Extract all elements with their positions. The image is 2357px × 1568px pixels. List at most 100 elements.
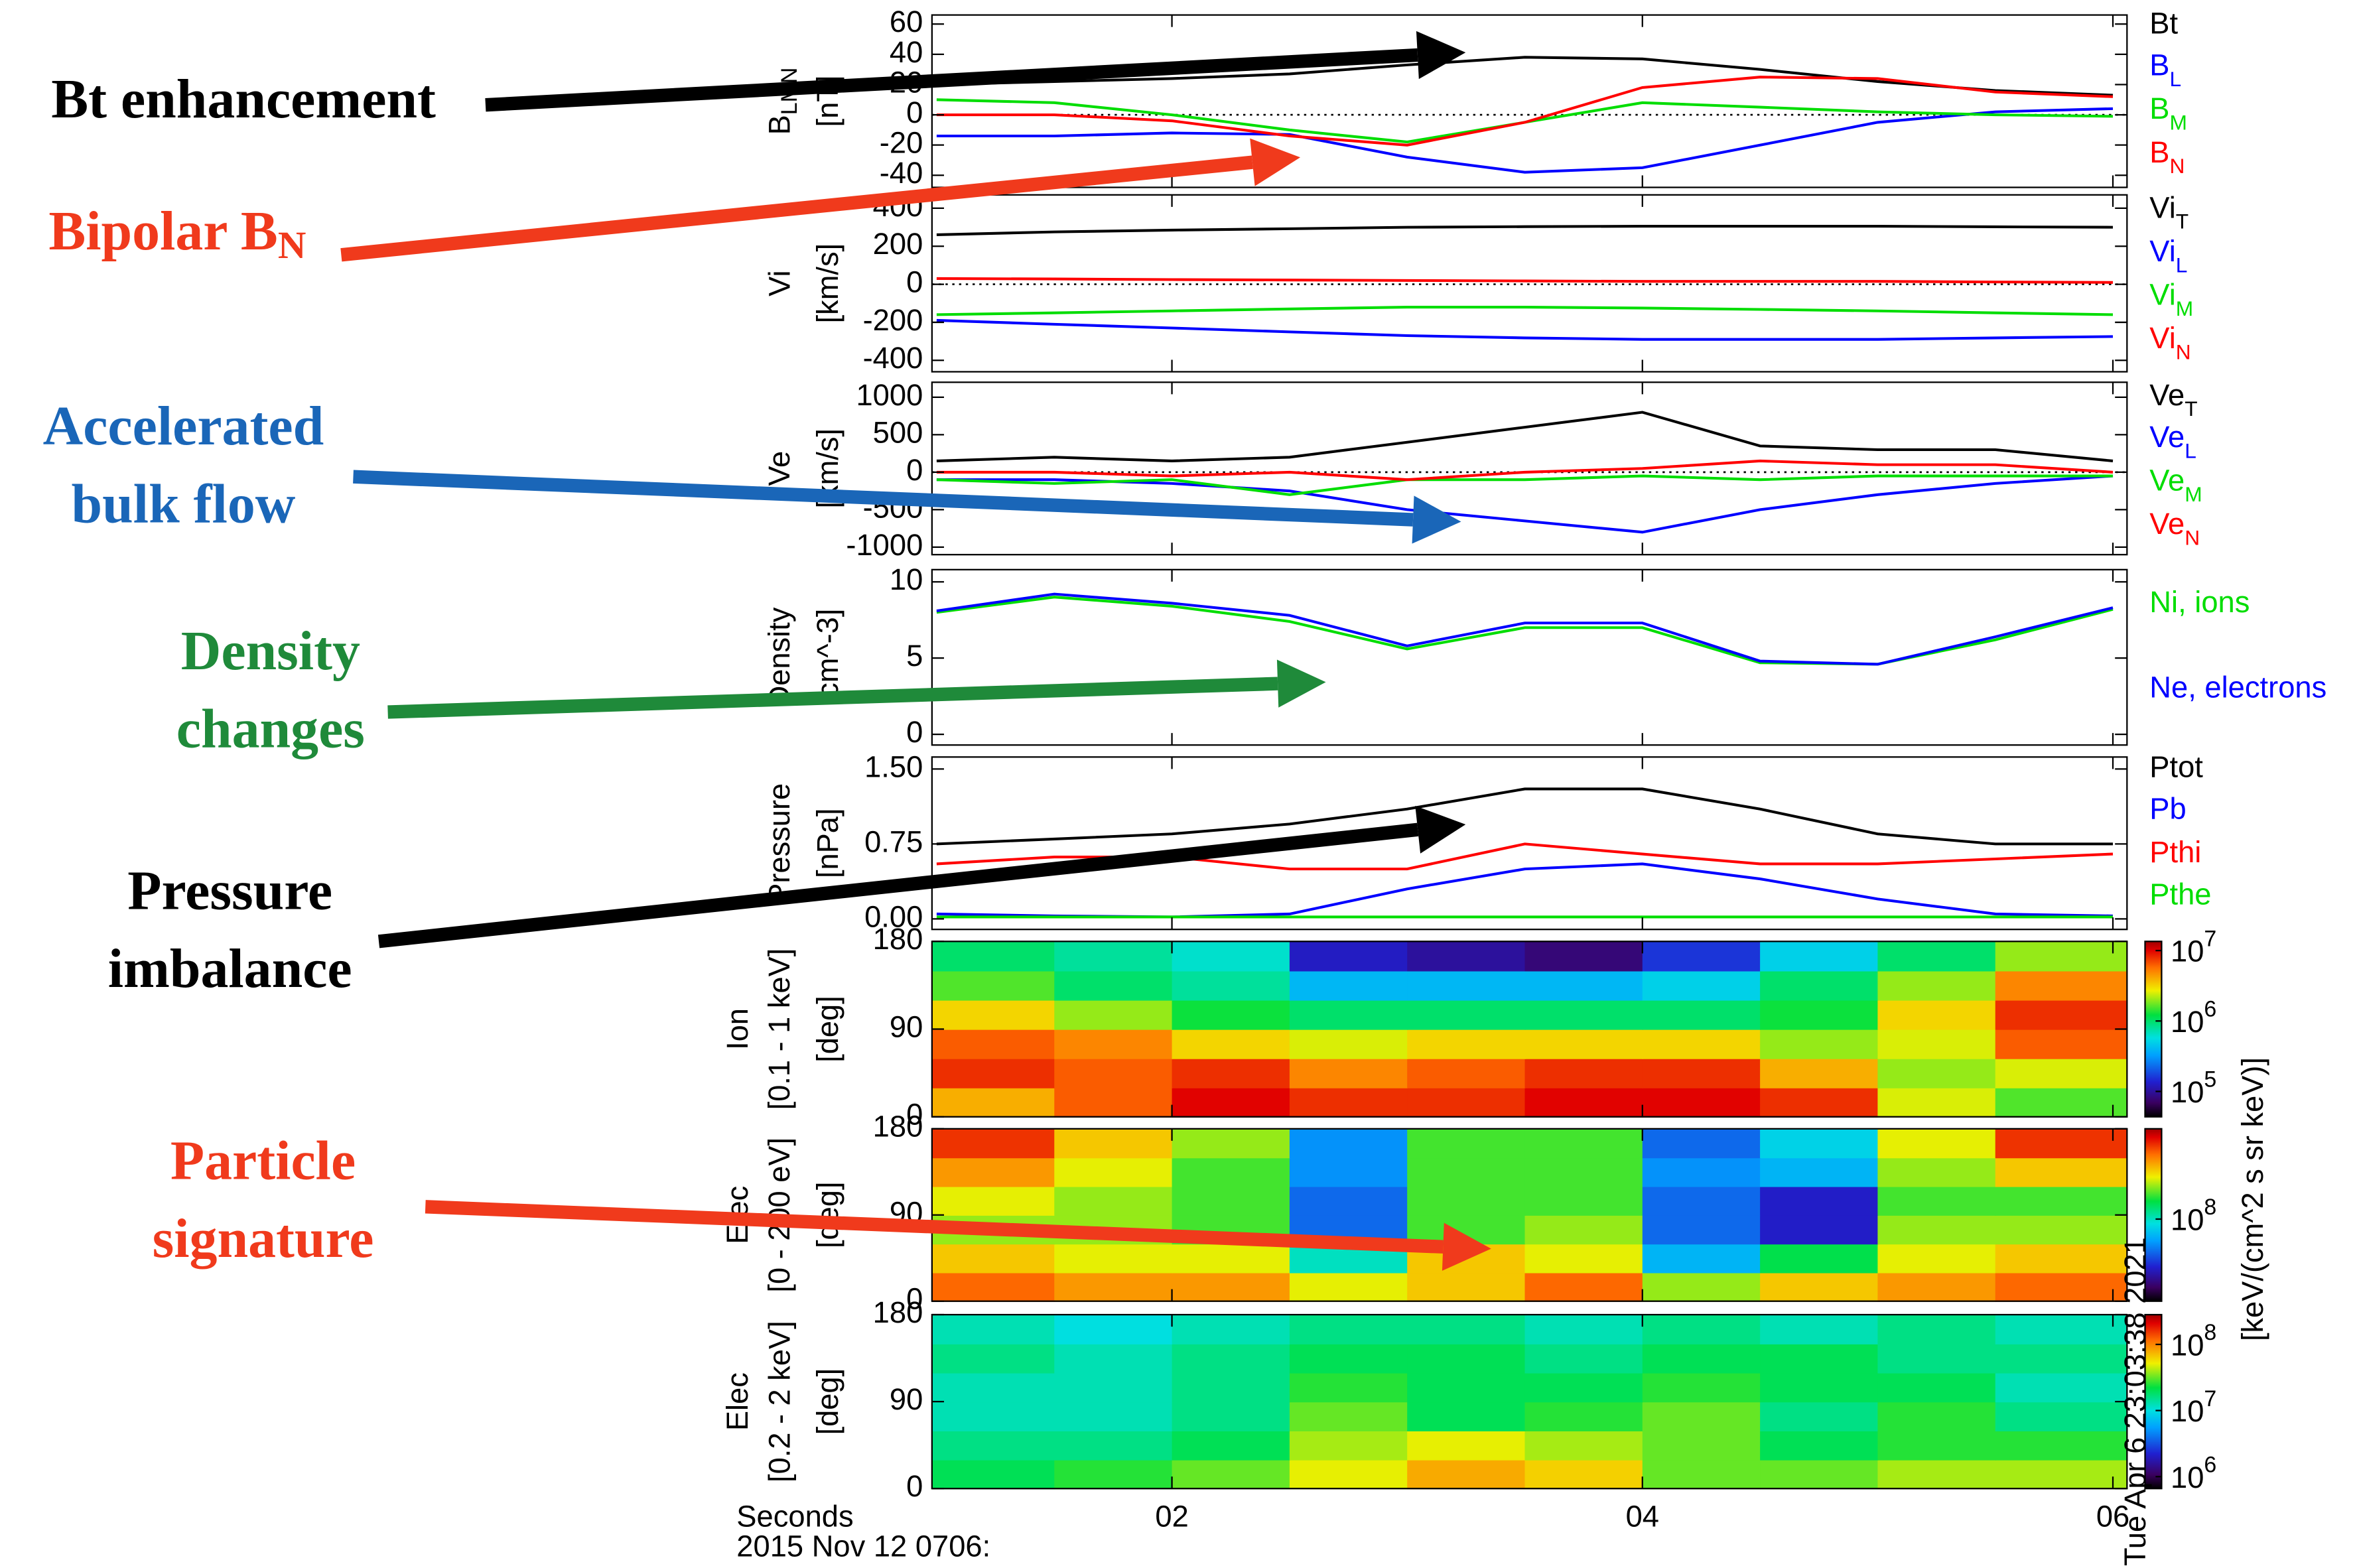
legend-name: Ve bbox=[2149, 420, 2185, 454]
colorbar-tick-label: 108 bbox=[2171, 1195, 2216, 1236]
series-line bbox=[936, 277, 2114, 284]
series-line bbox=[936, 56, 2114, 97]
heatmap-cell bbox=[1995, 1402, 2128, 1431]
annotation-text: imbalance bbox=[108, 938, 352, 1000]
heatmap-cell bbox=[1054, 1058, 1173, 1088]
heatmap-cell bbox=[1172, 1186, 1291, 1216]
heatmap-cell bbox=[1289, 1315, 1408, 1344]
heatmap-cell bbox=[1524, 970, 1643, 1001]
legend-name: B bbox=[2149, 48, 2169, 82]
legend-entry: BL bbox=[2149, 48, 2181, 92]
heatmap-cell bbox=[1995, 941, 2128, 972]
heatmap-cell bbox=[1289, 1157, 1408, 1187]
y-axis-label: [deg] bbox=[811, 1368, 844, 1435]
y-axis-label: [km/s] bbox=[811, 243, 844, 324]
y-axis-label: [cm^-3] bbox=[811, 609, 844, 706]
legend-entry: Pthi bbox=[2149, 835, 2201, 869]
heatmap-cell bbox=[1642, 1402, 1761, 1431]
heatmap-cell bbox=[1995, 1430, 2128, 1461]
heatmap-cell bbox=[931, 1459, 1055, 1490]
y-tick-label: 40 bbox=[890, 35, 923, 69]
legend-entry: BN bbox=[2149, 135, 2185, 178]
heatmap-cell bbox=[1877, 1272, 1996, 1302]
y-tick-label: -1000 bbox=[846, 528, 923, 562]
heatmap-cell bbox=[1172, 1372, 1291, 1403]
y-tick-label: -400 bbox=[863, 341, 923, 375]
heatmap-cell bbox=[1054, 1272, 1173, 1302]
legend-subscript: M bbox=[2176, 296, 2193, 320]
y-axis-label: [0.2 - 2 keV] bbox=[762, 1321, 796, 1482]
heatmap-cell bbox=[1760, 1029, 1879, 1059]
heatmap-cell bbox=[1054, 970, 1173, 1001]
heatmap-cell bbox=[1524, 1272, 1643, 1302]
legend-name: B bbox=[2149, 135, 2169, 169]
heatmap-cell bbox=[1524, 1315, 1643, 1344]
heatmap-cell bbox=[1877, 1000, 1996, 1030]
plot-frame bbox=[931, 568, 2128, 746]
heatmap-cell bbox=[1524, 941, 1643, 972]
legend-subscript: M bbox=[2185, 482, 2202, 506]
heatmap-cell bbox=[1642, 1128, 1761, 1159]
y-axis-label: [deg] bbox=[811, 1181, 844, 1248]
heatmap-cell bbox=[1054, 1430, 1173, 1461]
y-tick-label: 0 bbox=[906, 453, 923, 487]
arrow-shaft bbox=[340, 155, 1253, 262]
legend-entry: VeN bbox=[2149, 507, 2200, 550]
series-line bbox=[936, 596, 2114, 666]
heatmap-cell bbox=[931, 1186, 1055, 1216]
heatmap-cell bbox=[1407, 1029, 1526, 1059]
heatmap-cell bbox=[1172, 1058, 1291, 1088]
colorbar-tick-exponent: 8 bbox=[2204, 1195, 2216, 1220]
heatmap-cell bbox=[1289, 1272, 1408, 1302]
arrow-head bbox=[1276, 659, 1326, 708]
heatmap-cell bbox=[1524, 1343, 1643, 1374]
colorbar-tick-label: 107 bbox=[2171, 1386, 2216, 1428]
annotation-text: bulk flow bbox=[72, 474, 296, 535]
heatmap-cell bbox=[1289, 1343, 1408, 1374]
heatmap-cell bbox=[1877, 1186, 1996, 1216]
plot-frame bbox=[931, 194, 2128, 373]
heatmap-cell bbox=[1760, 1186, 1879, 1216]
y-axis-label: Pressure bbox=[762, 783, 796, 903]
arrow-shaft bbox=[485, 48, 1418, 112]
annotation: changes bbox=[176, 698, 365, 760]
y-axis-label: [deg] bbox=[811, 996, 844, 1063]
heatmap-cell bbox=[1054, 1000, 1173, 1030]
legend-name: Vi bbox=[2149, 277, 2175, 311]
heatmap-cell bbox=[1289, 1058, 1408, 1088]
heatmap-cell bbox=[1172, 1459, 1291, 1490]
legend-name: Ptot bbox=[2149, 750, 2203, 783]
legend-subscript: N bbox=[2185, 526, 2200, 550]
legend-entry: VeM bbox=[2149, 464, 2202, 507]
heatmap-cell bbox=[1289, 1372, 1408, 1403]
heatmap-cell bbox=[1172, 1315, 1291, 1344]
y-tick-label: 0 bbox=[906, 1098, 923, 1132]
annotation: signature bbox=[153, 1208, 374, 1270]
heatmap-cell bbox=[1877, 1372, 1996, 1403]
heatmap-cell bbox=[1172, 1343, 1291, 1374]
heatmap-cell bbox=[1407, 1186, 1526, 1216]
heatmap-cell bbox=[1407, 1430, 1526, 1461]
legend-entry: Ne, electrons bbox=[2149, 671, 2326, 704]
y-tick-label: 0 bbox=[906, 1469, 923, 1503]
heatmap-cell bbox=[1407, 941, 1526, 972]
heatmap-cell bbox=[1289, 1087, 1408, 1118]
colorbar-tick-label: 106 bbox=[2171, 996, 2216, 1038]
arrow-head bbox=[1442, 1222, 1491, 1271]
heatmap-cell bbox=[931, 1000, 1055, 1030]
heatmap-cell bbox=[1407, 1058, 1526, 1088]
y-tick-label: 0 bbox=[906, 715, 923, 749]
heatmap-cell bbox=[1760, 1430, 1879, 1461]
annotation-text: Density bbox=[181, 620, 360, 682]
heatmap-cell bbox=[1642, 1029, 1761, 1059]
heatmap-cell bbox=[931, 1029, 1055, 1059]
y-axis-label-main: B bbox=[762, 115, 796, 135]
y-tick-label: -200 bbox=[863, 303, 923, 337]
heatmap-cell bbox=[1760, 1087, 1879, 1118]
y-tick-label: 90 bbox=[890, 1010, 923, 1044]
heatmap-cell bbox=[1760, 1459, 1879, 1490]
heatmap-cell bbox=[1995, 1244, 2128, 1274]
heatmap-cell bbox=[1289, 970, 1408, 1001]
annotation-text: Pressure bbox=[127, 860, 332, 922]
